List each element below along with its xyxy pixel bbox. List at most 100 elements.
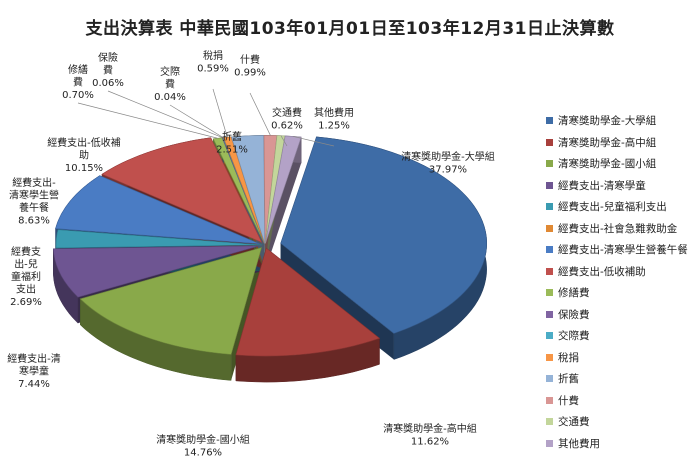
leader-line	[107, 90, 223, 139]
slice-value-label: 1.25%	[318, 121, 350, 132]
slice-value-label: 0.04%	[154, 92, 186, 103]
slice-name-label: 經費支出-清	[7, 352, 61, 365]
slice-name-label: 修繕	[68, 63, 88, 76]
leader-line	[77, 102, 218, 139]
pie-slice	[52, 245, 260, 298]
legend-item: 折舊	[546, 368, 696, 390]
slice-label: 稅捐 0.59%	[197, 49, 229, 75]
legend-label: 清寒獎助學金-國小組	[558, 158, 657, 171]
slice-value-label: 2.69%	[10, 297, 42, 308]
slice-value-label: 37.97%	[429, 165, 467, 176]
pie-slice	[55, 229, 263, 249]
slice-name-label: 費	[103, 64, 113, 77]
slice-label: 經費支出-清寒學生營養午餐 8.63%	[9, 176, 59, 227]
slice-name-label: 養午餐	[19, 201, 49, 214]
legend-item: 經費支出-清寒學童	[546, 175, 696, 197]
legend-label: 交通費	[558, 416, 590, 429]
pie-slice	[79, 247, 262, 355]
slice-value-label: 10.15%	[65, 163, 103, 174]
pie-slice	[280, 136, 487, 334]
slice-value-label: 0.06%	[92, 78, 124, 89]
slice-name-label: 助	[79, 149, 89, 162]
slice-label: 修繕費 0.70%	[62, 63, 94, 101]
legend-label: 經費支出-清寒學童	[558, 179, 646, 192]
slice-label: 清寒獎助學金-國小組 14.76%	[156, 433, 250, 459]
legend-label: 經費支出-低收補助	[558, 265, 646, 278]
legend-swatch	[546, 310, 553, 318]
legend-swatch	[546, 375, 553, 383]
legend-item: 清寒獎助學金-高中組	[546, 132, 696, 154]
legend-swatch	[546, 439, 553, 447]
slice-value-label: 7.44%	[18, 379, 50, 390]
pie-tops	[52, 135, 487, 357]
legend-swatch	[546, 353, 553, 361]
legend-swatch	[546, 203, 553, 211]
slice-name-label: 費	[73, 76, 83, 89]
slice-name-label: 童福利	[11, 270, 41, 283]
pie-labels: 清寒獎助學金-大學組 37.97% 清寒獎助學金-高中組 11.62% 清寒獎助學金-國…	[7, 49, 495, 459]
slice-label: 什費 0.99%	[234, 53, 266, 79]
slice-label: 其他費用 1.25%	[314, 106, 354, 132]
slice-name-label: 保險	[98, 51, 118, 64]
legend-swatch	[546, 246, 553, 254]
slice-value-label: 0.59%	[197, 64, 229, 75]
slice-value-label: 0.70%	[62, 90, 94, 101]
leader-line	[169, 104, 224, 138]
slice-label: 經費支出-清寒學童 7.44%	[7, 352, 61, 390]
slice-name-label: 出-兒	[14, 258, 38, 271]
slice-label: 保險費 0.06%	[92, 51, 124, 89]
legend-item: 交際費	[546, 325, 696, 347]
slice-name-label: 其他費用	[314, 106, 354, 119]
slice-name-label: 經費支出-	[12, 176, 56, 189]
slice-value-label: 14.76%	[184, 448, 222, 459]
slice-name-label: 經費支出-低收補	[47, 136, 121, 149]
slice-name-label: 費	[165, 78, 175, 91]
slice-value-label: 8.63%	[18, 216, 50, 227]
slice-label: 折舊 2.51%	[216, 130, 248, 156]
chart-title: 支出決算表 中華民國103年01月01日至103年12月31日止決算數	[85, 19, 615, 39]
legend-item: 經費支出-清寒學生營養午餐	[546, 239, 696, 261]
slice-label: 清寒獎助學金-高中組 11.62%	[383, 422, 477, 448]
slice-value-label: 0.99%	[234, 68, 266, 79]
legend-label: 稅捐	[558, 351, 579, 364]
legend-swatch	[546, 138, 553, 146]
legend-item: 清寒獎助學金-大學組	[546, 110, 696, 132]
legend-swatch	[546, 289, 553, 297]
legend-label: 折舊	[558, 373, 579, 386]
slice-label: 清寒獎助學金-大學組 37.97%	[401, 150, 495, 176]
legend-item: 修繕費	[546, 282, 696, 304]
legend-swatch	[546, 117, 553, 125]
slice-name-label: 交通費	[272, 106, 302, 119]
legend-swatch	[546, 181, 553, 189]
legend-item: 經費支出-兒童福利支出	[546, 196, 696, 218]
slice-label: 經費支出-低收補助 10.15%	[47, 136, 121, 174]
legend-label: 修繕費	[558, 287, 590, 300]
legend-swatch	[546, 396, 553, 404]
legend-item: 清寒獎助學金-國小組	[546, 153, 696, 175]
legend-swatch	[546, 224, 553, 232]
slice-name-label: 稅捐	[203, 49, 223, 62]
legend-swatch	[546, 160, 553, 168]
leader-line	[293, 136, 335, 147]
legend-item: 交通費	[546, 411, 696, 433]
slice-name-label: 經費支	[11, 245, 41, 258]
legend-label: 經費支出-社會急難救助金	[558, 222, 678, 235]
slice-name-label: 交際	[160, 65, 180, 78]
pie-slice	[55, 175, 260, 245]
slice-label: 交際費 0.04%	[154, 65, 186, 103]
legend-label: 清寒獎助學金-大學組	[558, 115, 657, 128]
slice-name-label: 支出	[16, 283, 36, 296]
legend-label: 其他費用	[558, 437, 600, 450]
slice-name-label: 折舊	[222, 130, 242, 143]
pie-slice	[235, 247, 381, 357]
legend-item: 經費支出-社會急難救助金	[546, 218, 696, 240]
leader-line	[249, 92, 271, 136]
legend-label: 經費支出-清寒學生營養午餐	[558, 244, 688, 257]
legend-item: 其他費用	[546, 433, 696, 455]
slice-value-label: 2.51%	[216, 145, 248, 156]
slice-name-label: 什費	[240, 53, 260, 66]
slice-name-label: 寒學童	[19, 365, 49, 378]
slice-label: 經費支出-兒童福利支出 2.69%	[10, 245, 42, 308]
legend-item: 什費	[546, 390, 696, 412]
legend-item: 經費支出-低收補助	[546, 261, 696, 283]
